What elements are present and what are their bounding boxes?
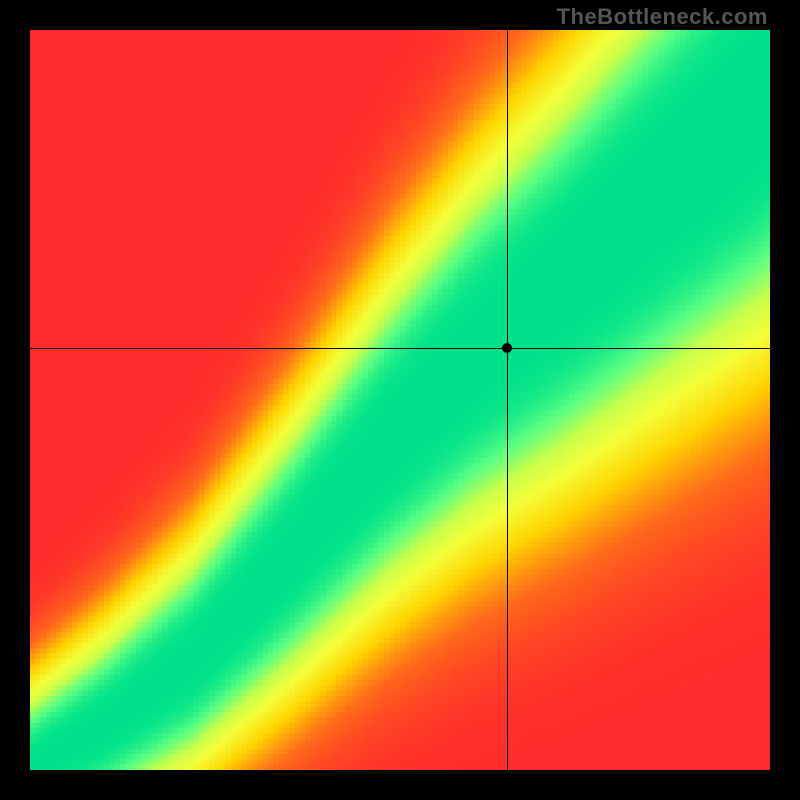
watermark-text: TheBottleneck.com — [557, 4, 768, 30]
heatmap-canvas — [30, 30, 770, 770]
crosshair-marker-dot — [502, 343, 512, 353]
crosshair-horizontal — [30, 348, 770, 349]
crosshair-vertical — [507, 30, 508, 770]
chart-container: TheBottleneck.com — [0, 0, 800, 800]
heatmap-plot-area — [30, 30, 770, 770]
